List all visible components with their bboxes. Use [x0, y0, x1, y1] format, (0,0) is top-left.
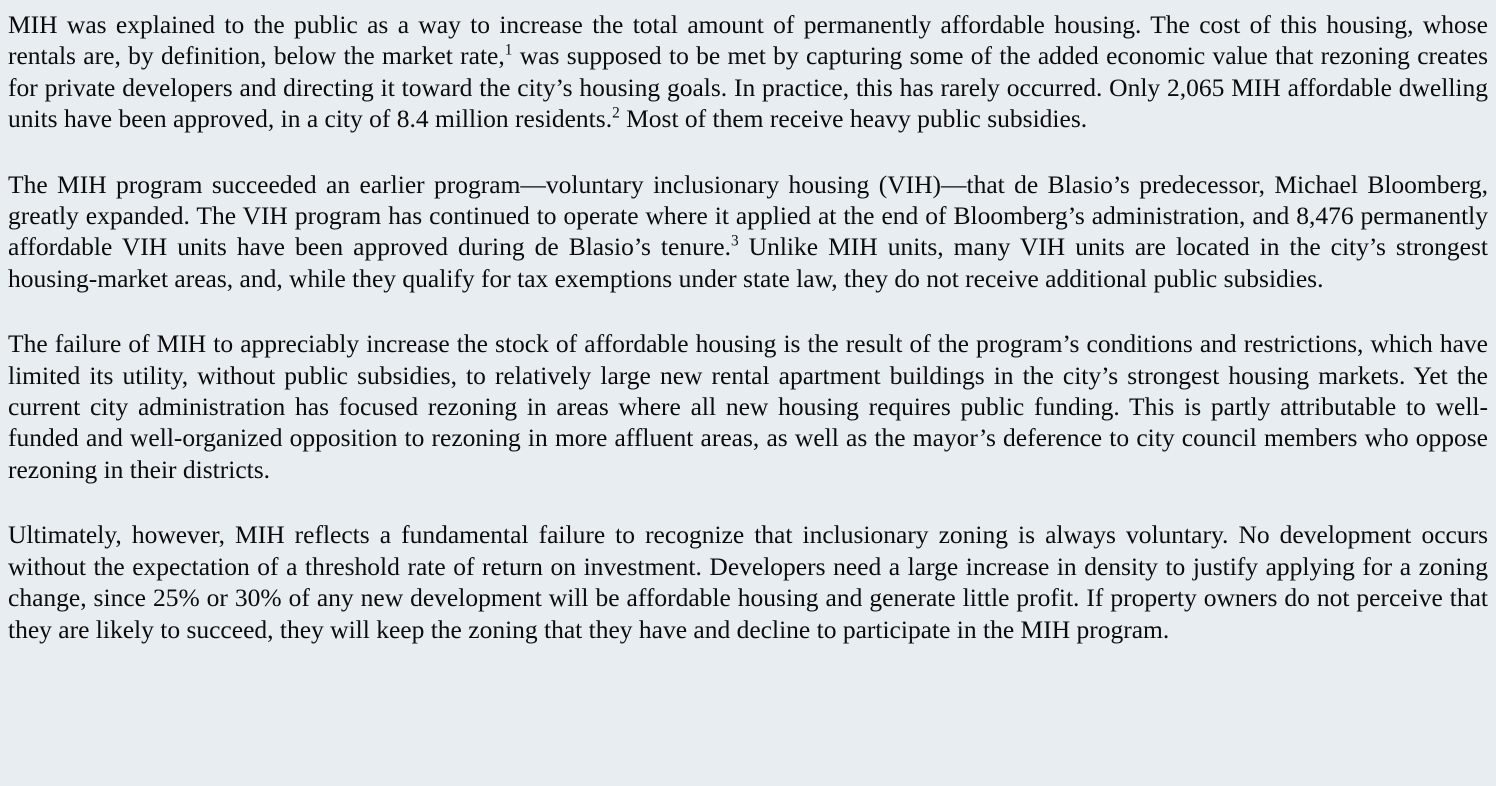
paragraph-2: The MIH program succeeded an earlier pro… — [8, 169, 1488, 293]
footnote-reference-3: 3 — [731, 232, 739, 250]
footnote-reference-2: 2 — [612, 104, 620, 122]
paragraph-1: MIH was explained to the public as a way… — [8, 10, 1488, 134]
paragraph-4: Ultimately, however, MIH reflects a fund… — [8, 520, 1488, 644]
footnote-reference-1: 1 — [504, 41, 513, 59]
paragraph-3: The failure of MIH to appreciably increa… — [8, 329, 1488, 484]
